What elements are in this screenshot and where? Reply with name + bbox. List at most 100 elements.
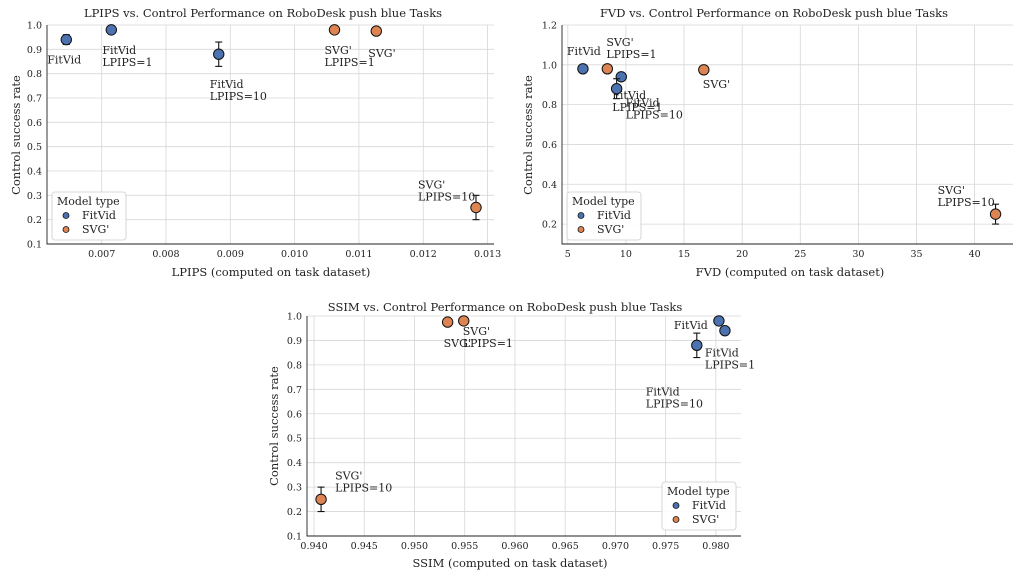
- point-annotation: LPIPS=1: [324, 56, 374, 69]
- legend-entry: SVG': [692, 513, 719, 526]
- point-annotation: LPIPS=1: [705, 359, 755, 372]
- point-annotation: SVG': [368, 47, 395, 60]
- point-annotation: FitVid: [646, 385, 680, 398]
- chart-title: SSIM vs. Control Performance on RoboDesk…: [328, 300, 683, 314]
- legend-marker: [672, 516, 680, 523]
- point-annotation: LPIPS=1: [612, 101, 662, 114]
- y-tick-label: 0.6: [542, 140, 557, 151]
- point-annotation: SVG': [938, 184, 965, 197]
- point-annotation: SVG': [444, 337, 471, 350]
- data-point-svg: [698, 64, 710, 76]
- point-annotation: FitVid: [210, 78, 244, 91]
- point-annotation: LPIPS=1: [606, 48, 656, 61]
- legend-entry: SVG': [82, 223, 109, 236]
- lpips-chart: LPIPS vs. Control Performance on RoboDes…: [9, 6, 501, 279]
- point-annotation: LPIPS=10: [626, 109, 683, 122]
- ssim-chart: SSIM vs. Control Performance on RoboDesk…: [267, 300, 755, 570]
- y-axis-label: Control success rate: [267, 366, 281, 486]
- x-axis-label: SSIM (computed on task dataset): [413, 556, 608, 570]
- data-point-svg: [989, 208, 1002, 220]
- point-annotation: LPIPS=10: [335, 481, 392, 494]
- axes-spines: [306, 316, 741, 537]
- y-axis-label: Control success rate: [521, 75, 535, 195]
- legend-entry: FitVid: [82, 209, 116, 222]
- y-tick-label: 0.6: [27, 118, 42, 129]
- y-tick-label: 0.8: [27, 69, 42, 80]
- y-tick-label: 0.4: [27, 167, 42, 178]
- legend-marker: [672, 502, 680, 509]
- x-tick-label: 0.940: [300, 541, 327, 552]
- point-annotation: SVG': [703, 78, 730, 91]
- x-axis-label: LPIPS (computed on task dataset): [172, 265, 371, 279]
- data-point-svg: [441, 316, 454, 328]
- x-tick-label: 0.975: [652, 541, 679, 552]
- y-tick-label: 0.5: [287, 434, 302, 445]
- data-point-svg: [470, 201, 482, 214]
- point-annotation: LPIPS=1: [102, 56, 152, 69]
- data-point-fitvid: [713, 315, 725, 327]
- point-annotation: FitVid: [47, 54, 81, 67]
- point-annotation: FitVid: [567, 45, 601, 58]
- data-point-fitvid: [615, 71, 627, 83]
- point-annotation: LPIPS=1: [463, 337, 513, 350]
- chart-title: FVD vs. Control Performance on RoboDesk …: [600, 6, 948, 20]
- x-axis-label: FVD (computed on task dataset): [696, 265, 885, 279]
- data-point-fitvid: [719, 324, 731, 337]
- point-annotation: SVG': [324, 44, 351, 57]
- y-tick-label: 0.6: [287, 409, 302, 420]
- point-annotation: LPIPS=10: [418, 191, 475, 204]
- point-annotation: SVG': [463, 325, 490, 338]
- y-tick-label: 0.2: [27, 215, 42, 226]
- axes-spines: [561, 25, 1013, 245]
- x-tick-label: 40: [969, 249, 981, 260]
- y-tick-label: 0.1: [287, 532, 302, 543]
- legend-entry: SVG': [597, 223, 624, 236]
- y-tick-label: 0.4: [287, 458, 302, 469]
- fvd-chart: FVD vs. Control Performance on RoboDesk …: [521, 6, 1013, 279]
- legend-box: [661, 481, 737, 531]
- legend-marker: [62, 212, 70, 219]
- x-tick-label: 10: [620, 249, 632, 260]
- y-tick-label: 1.2: [542, 21, 557, 32]
- x-tick-label: 0.008: [152, 249, 179, 260]
- point-annotation: FitVid: [626, 97, 660, 110]
- x-tick-label: 0.010: [281, 249, 308, 260]
- data-point-fitvid: [105, 24, 118, 36]
- data-point-fitvid: [691, 339, 703, 352]
- x-tick-label: 25: [794, 249, 806, 260]
- chart-title: LPIPS vs. Control Performance on RoboDes…: [84, 6, 442, 20]
- data-point-svg: [458, 315, 470, 327]
- axes-spines: [46, 25, 494, 245]
- y-tick-label: 1.0: [27, 21, 42, 32]
- x-tick-label: 0.980: [702, 541, 729, 552]
- y-tick-label: 0.4: [542, 180, 557, 191]
- y-tick-label: 1.0: [287, 312, 302, 323]
- x-tick-label: 0.012: [410, 249, 437, 260]
- legend-marker: [62, 226, 70, 233]
- legend-entry: FitVid: [692, 499, 726, 512]
- data-point-fitvid: [60, 33, 72, 46]
- legend-marker: [577, 212, 585, 219]
- x-tick-label: 0.945: [351, 541, 378, 552]
- x-tick-label: 0.970: [602, 541, 629, 552]
- data-point-fitvid: [577, 63, 589, 75]
- data-point-fitvid: [610, 83, 623, 95]
- point-annotation: LPIPS=10: [210, 90, 267, 103]
- legend-title: Model type: [572, 195, 635, 208]
- y-tick-label: 0.5: [27, 142, 42, 153]
- x-tick-label: 15: [678, 249, 690, 260]
- data-point-svg: [315, 493, 327, 506]
- legend-box: [566, 191, 642, 241]
- x-tick-label: 0.007: [88, 249, 115, 260]
- x-tick-label: 5: [565, 249, 571, 260]
- y-tick-label: 0.8: [287, 360, 302, 371]
- point-annotation: LPIPS=10: [646, 397, 703, 410]
- x-tick-label: 35: [910, 249, 922, 260]
- y-tick-label: 0.1: [27, 240, 42, 251]
- point-annotation: FitVid: [705, 347, 739, 360]
- y-tick-label: 0.9: [287, 336, 302, 347]
- x-tick-label: 0.955: [451, 541, 478, 552]
- y-tick-label: 0.9: [27, 45, 42, 56]
